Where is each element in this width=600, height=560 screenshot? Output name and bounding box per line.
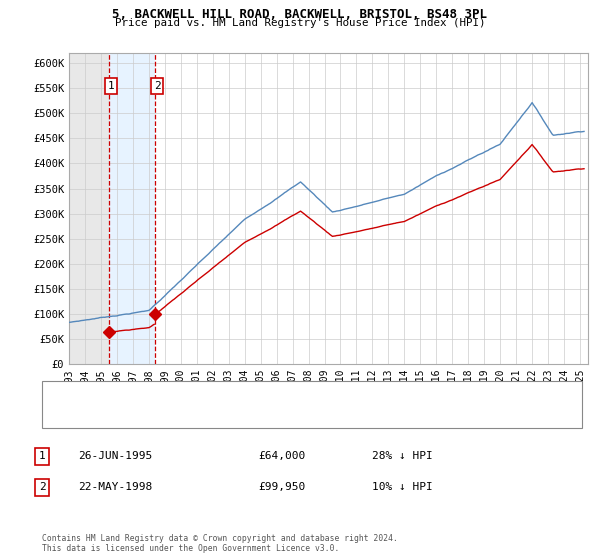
Text: 2: 2 (38, 482, 46, 492)
Text: 28% ↓ HPI: 28% ↓ HPI (372, 451, 433, 461)
Text: 1: 1 (38, 451, 46, 461)
Text: 22-MAY-1998: 22-MAY-1998 (78, 482, 152, 492)
Text: £64,000: £64,000 (258, 451, 305, 461)
Text: 1: 1 (108, 81, 115, 91)
Bar (69, 53, 109, 364)
Text: 5, BACKWELL HILL ROAD, BACKWELL, BRISTOL, BS48 3PL: 5, BACKWELL HILL ROAD, BACKWELL, BRISTOL… (113, 8, 487, 21)
Text: 10% ↓ HPI: 10% ↓ HPI (372, 482, 433, 492)
Bar (109, 53, 155, 364)
Text: HPI: Average price, detached house, North Somerset: HPI: Average price, detached house, Nort… (96, 410, 365, 419)
Text: 26-JUN-1995: 26-JUN-1995 (78, 451, 152, 461)
Text: Price paid vs. HM Land Registry's House Price Index (HPI): Price paid vs. HM Land Registry's House … (115, 18, 485, 28)
Text: £99,950: £99,950 (258, 482, 305, 492)
Text: Contains HM Land Registry data © Crown copyright and database right 2024.
This d: Contains HM Land Registry data © Crown c… (42, 534, 398, 553)
Text: 2: 2 (154, 81, 161, 91)
Text: 5, BACKWELL HILL ROAD, BACKWELL, BRISTOL, BS48 3PL (detached house): 5, BACKWELL HILL ROAD, BACKWELL, BRISTOL… (96, 390, 456, 399)
